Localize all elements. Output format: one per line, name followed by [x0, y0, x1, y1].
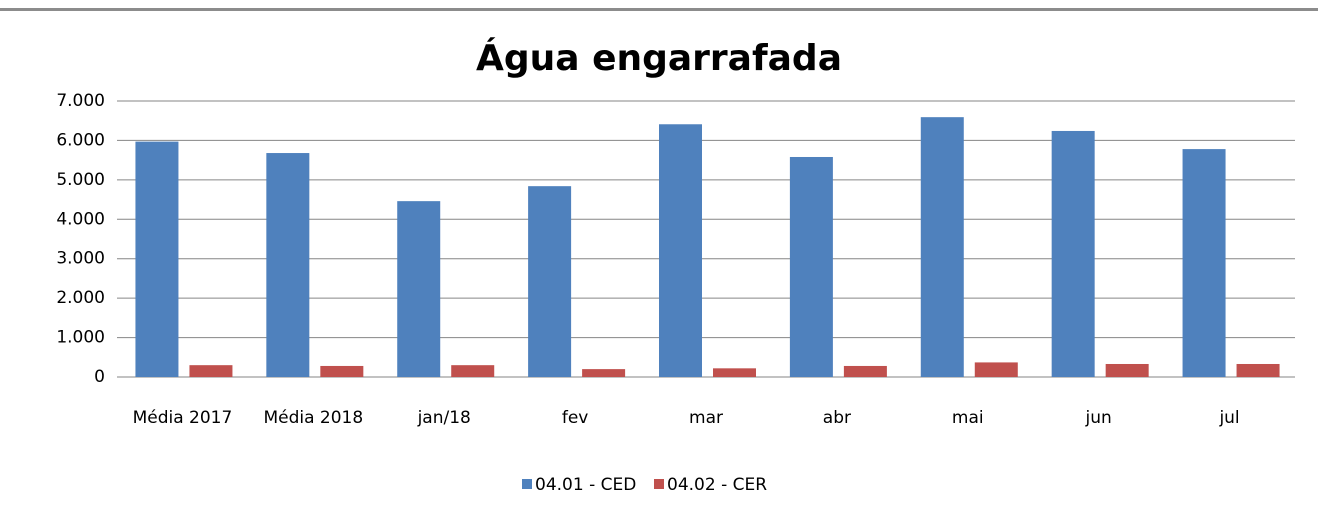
x-tick-label: mar — [689, 408, 723, 428]
legend-label: 04.01 - CED — [535, 475, 636, 495]
bar — [320, 365, 364, 377]
bar — [659, 124, 702, 378]
y-tick-label: 0 — [94, 367, 105, 387]
bar — [451, 365, 495, 377]
bar — [974, 362, 1018, 377]
legend-swatch — [654, 479, 664, 489]
bar — [713, 368, 756, 377]
x-tick-label: Média 2018 — [263, 408, 363, 428]
bar — [266, 153, 310, 377]
y-tick-label: 1.000 — [56, 328, 105, 348]
x-tick-label: abr — [823, 408, 851, 428]
legend-swatch — [522, 479, 532, 489]
chart-title: Água engarrafada — [476, 37, 842, 79]
y-tick-label: 5.000 — [56, 170, 105, 190]
bar — [397, 201, 441, 377]
x-tick-label: mai — [952, 408, 984, 428]
bar — [189, 365, 233, 377]
x-tick-label: jan/18 — [417, 408, 471, 428]
bar — [789, 156, 833, 377]
bar — [1182, 149, 1226, 377]
x-tick-label: jul — [1218, 408, 1239, 428]
bar — [843, 365, 887, 377]
x-tick-label: jun — [1085, 408, 1112, 428]
bar — [582, 369, 626, 377]
y-tick-label: 3.000 — [56, 249, 105, 269]
legend-label: 04.02 - CER — [667, 475, 767, 495]
x-tick-label: fev — [562, 408, 589, 428]
bar — [1051, 130, 1095, 377]
bar — [528, 186, 572, 377]
y-tick-label: 4.000 — [56, 209, 105, 229]
y-tick-label: 7.000 — [56, 91, 105, 111]
x-tick-label: Média 2017 — [133, 408, 233, 428]
bar — [1105, 363, 1149, 377]
bar — [920, 117, 964, 377]
y-tick-label: 6.000 — [56, 130, 105, 150]
y-tick-label: 2.000 — [56, 288, 105, 308]
bar — [1236, 363, 1280, 377]
bar — [135, 141, 179, 377]
top-border — [0, 8, 1318, 11]
